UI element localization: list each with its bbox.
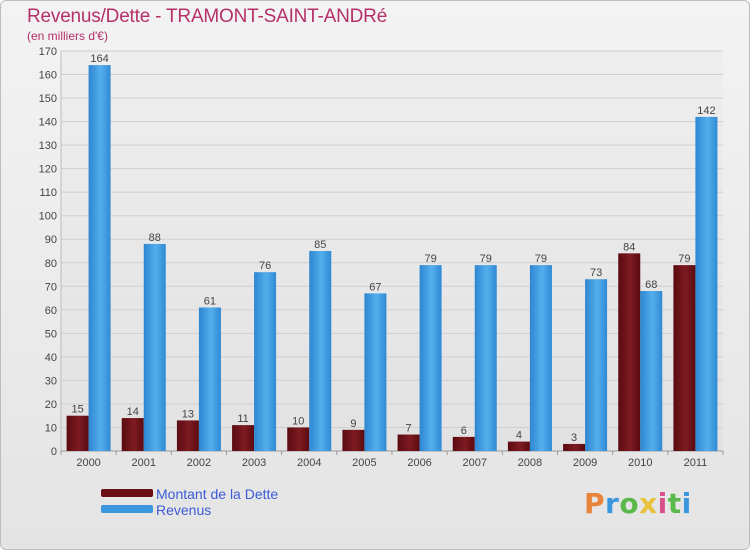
bar-debt [66,415,89,451]
data-label-revenue: 79 [424,253,436,265]
y-tick-label: 10 [45,422,57,434]
bar-revenue [254,272,277,451]
y-tick-label: 40 [45,352,57,364]
data-label-revenue: 76 [259,260,271,272]
plot-area [61,51,723,451]
y-tick-label: 70 [45,281,57,293]
x-tick-label: 2009 [573,457,597,469]
x-tick-label: 2007 [463,457,487,469]
bar-debt [287,427,310,451]
bar-revenue [364,293,387,451]
data-label-revenue: 68 [645,279,657,291]
bar-debt [618,253,641,451]
y-tick-label: 30 [45,375,57,387]
y-tick-label: 160 [39,70,57,82]
x-tick-label: 2004 [297,457,321,469]
y-tick-label: 110 [39,187,57,199]
bar-debt [507,441,530,451]
legend-swatch-debt [101,489,153,497]
legend-label-debt: Montant de la Dette [156,486,279,502]
y-tick-label: 100 [39,211,57,223]
x-tick-label: 2006 [407,457,431,469]
data-label-debt: 3 [571,432,577,444]
logo-letter: P [584,487,606,520]
logo-letter: o [619,487,640,520]
bar-debt [232,425,255,451]
x-tick-label: 2010 [628,457,652,469]
data-label-debt: 6 [461,425,467,437]
x-tick-label: 2000 [76,457,100,469]
y-tick-label: 90 [45,234,57,246]
bar-chart: 0 10 20 30 40 50 60 70 80 90 100 110 120 130 140 150 160… [39,46,724,469]
bar-debt [176,420,199,451]
logo-letter: i [657,487,668,520]
data-label-debt: 79 [678,253,690,265]
y-tick-label: 80 [45,258,57,270]
bar-revenue [309,251,332,451]
logo-letter: x [639,487,658,520]
data-label-debt: 14 [127,406,139,418]
bar-revenue [695,116,718,451]
data-label-debt: 7 [406,423,412,435]
data-label-debt: 11 [237,413,248,425]
data-label-revenue: 79 [480,253,492,265]
y-tick-label: 20 [45,399,57,411]
data-label-debt: 10 [292,415,304,427]
chart-title: Revenus/Dette - TRAMONT-SAINT-ANDRé [27,6,388,27]
bar-revenue [585,279,608,451]
y-tick-label: 150 [39,93,57,105]
y-tick-label: 140 [39,117,57,129]
data-label-revenue: 85 [314,239,326,251]
logo-letter: r [605,487,620,520]
bar-revenue [88,65,111,451]
y-tick-label: 170 [39,46,57,58]
x-tick-label: 2011 [684,457,708,469]
logo-letter: t [667,487,682,520]
data-label-debt: 9 [350,418,356,430]
bar-revenue [419,265,442,451]
x-tick-label: 2003 [242,457,266,469]
legend-label-revenue: Revenus [156,502,212,518]
data-label-revenue: 67 [369,281,381,293]
data-label-revenue: 164 [90,53,108,65]
data-label-debt: 13 [182,408,194,420]
data-label-debt: 15 [71,404,83,416]
bar-revenue [529,265,552,451]
x-tick-label: 2001 [132,457,156,469]
data-label-debt: 84 [623,241,635,253]
bar-debt [342,429,365,451]
y-tick-label: 50 [45,328,57,340]
bar-debt [397,434,420,451]
bar-revenue [474,265,497,451]
bar-debt [121,418,144,451]
bar-debt [563,443,586,451]
data-label-debt: 4 [516,430,522,442]
data-label-revenue: 73 [590,267,602,279]
bar-revenue [198,307,221,451]
logo-letter: i [681,487,692,520]
data-label-revenue: 88 [149,232,161,244]
y-tick-label: 130 [39,140,57,152]
data-label-revenue: 79 [535,253,547,265]
x-tick-label: 2005 [352,457,376,469]
data-label-revenue: 61 [204,295,216,307]
chart-subtitle: (en milliers d'€) [27,29,108,43]
x-tick-label: 2008 [518,457,542,469]
proxiti-logo: Proxiti [584,487,692,520]
x-tick-label: 2002 [187,457,211,469]
legend-swatch-revenue [101,505,153,513]
data-label-revenue: 142 [697,105,715,117]
bar-revenue [640,291,663,451]
y-tick-label: 0 [51,446,57,458]
y-tick-label: 60 [45,305,57,317]
bar-revenue [143,243,166,451]
bar-debt [452,436,475,451]
y-tick-label: 120 [39,164,57,176]
bar-debt [673,265,696,451]
